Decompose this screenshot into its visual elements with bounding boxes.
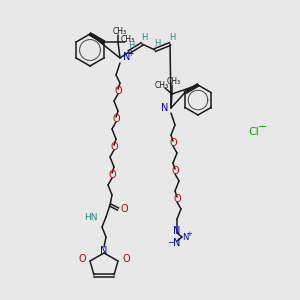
Text: N: N xyxy=(173,238,181,248)
Text: N: N xyxy=(160,103,168,113)
Text: −: − xyxy=(258,122,268,132)
Text: CH₃: CH₃ xyxy=(167,77,181,86)
Text: O: O xyxy=(171,166,179,176)
Text: N: N xyxy=(123,52,130,62)
Text: N: N xyxy=(100,246,108,256)
Text: N: N xyxy=(182,232,188,242)
Text: O: O xyxy=(110,142,118,152)
Text: CH₃: CH₃ xyxy=(121,35,135,44)
Text: H: H xyxy=(141,34,147,43)
Text: −: − xyxy=(167,238,175,247)
Text: O: O xyxy=(78,254,86,264)
Text: O: O xyxy=(120,204,128,214)
Text: O: O xyxy=(173,194,181,204)
Text: O: O xyxy=(122,254,130,264)
Text: O: O xyxy=(114,86,122,96)
Text: H: H xyxy=(169,34,175,43)
Text: O: O xyxy=(108,170,116,180)
Text: Cl: Cl xyxy=(248,127,259,137)
Text: O: O xyxy=(169,138,177,148)
Text: +: + xyxy=(127,49,133,58)
Text: N: N xyxy=(173,226,181,236)
Text: H: H xyxy=(154,40,160,49)
Text: O: O xyxy=(112,114,120,124)
Text: H: H xyxy=(128,41,134,50)
Text: HN: HN xyxy=(85,212,98,221)
Text: CH₃: CH₃ xyxy=(113,28,127,37)
Text: +: + xyxy=(186,231,192,237)
Text: CH₃: CH₃ xyxy=(155,82,169,91)
